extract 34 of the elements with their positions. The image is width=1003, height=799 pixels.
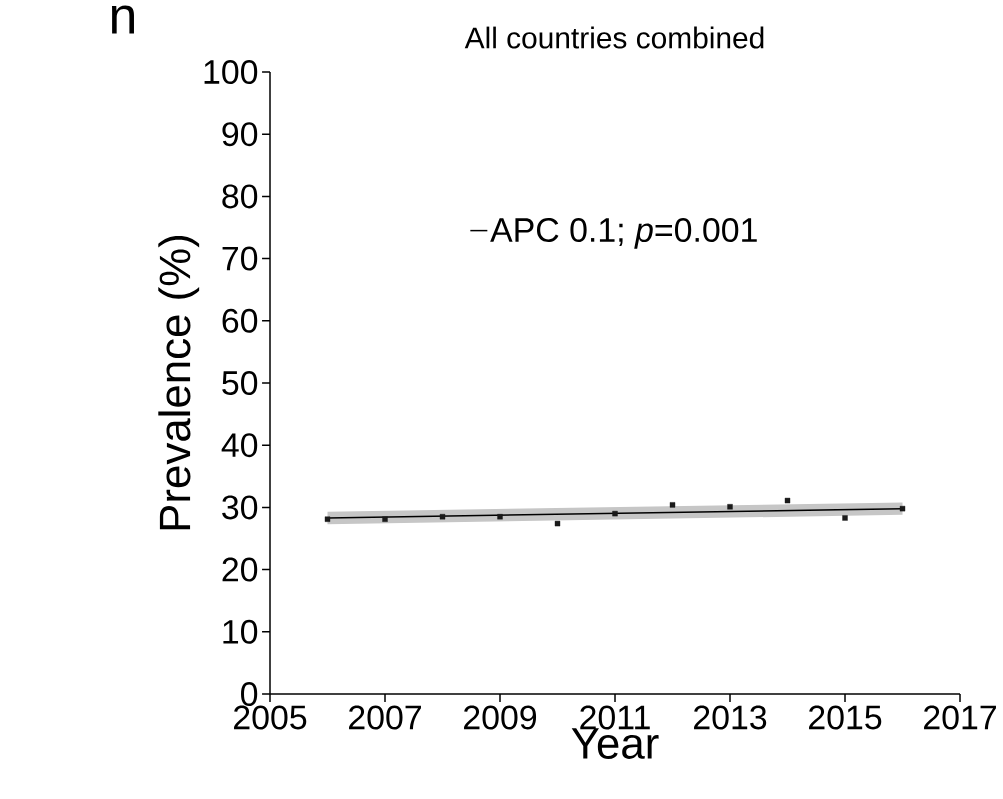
y-tick-label: 30 [222, 495, 258, 520]
y-tick-label: 70 [222, 246, 258, 271]
y-tick-label: 60 [222, 308, 258, 333]
x-tick-label: 2005 [234, 705, 307, 730]
x-axis-title: Year [571, 728, 659, 759]
x-tick-label: 2011 [580, 705, 650, 730]
point [612, 510, 618, 517]
y-tick-label: 90 [222, 122, 258, 147]
x-tick-label: 2013 [694, 705, 767, 730]
text: n [111, 5, 134, 34]
point [899, 505, 906, 512]
x-tick-label: 2015 [809, 705, 882, 730]
x-tick-label: 2007 [349, 705, 421, 730]
y-axis-title: Prevalence (%) [158, 235, 200, 530]
point [842, 515, 848, 521]
point [554, 520, 561, 527]
y-tick-label: 40 [221, 433, 258, 458]
point [727, 504, 733, 510]
chart-title: All countries combined [464, 26, 764, 49]
y-tick-label: 80 [222, 184, 258, 209]
legend-label: APC 0.1; p=0.001 [490, 218, 757, 249]
point [784, 497, 791, 504]
y-tick-label: 50 [222, 371, 258, 395]
point [669, 502, 676, 508]
x-tick-label: 2009 [464, 705, 537, 730]
y-tick-label: 10 [223, 619, 258, 644]
y-tick-label: 20 [222, 557, 258, 582]
point [324, 516, 331, 522]
y-tick-label: 100 [204, 60, 258, 84]
y-tick-label: 0 [241, 682, 258, 706]
x-tick-label: 2017 [924, 705, 996, 730]
point [439, 514, 446, 520]
point [382, 516, 388, 522]
point [497, 514, 503, 520]
